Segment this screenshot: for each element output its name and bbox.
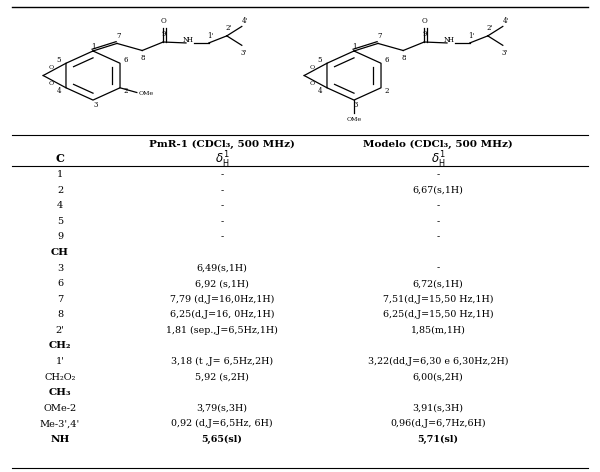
Text: 6: 6 <box>385 56 389 64</box>
Text: 6: 6 <box>57 279 63 288</box>
Text: 8: 8 <box>140 54 145 62</box>
Text: 2': 2' <box>226 24 232 32</box>
Text: 6,25(d,J=15,50 Hz,1H): 6,25(d,J=15,50 Hz,1H) <box>383 310 493 320</box>
Text: H: H <box>187 36 193 43</box>
Text: 9: 9 <box>57 232 63 242</box>
Text: 4': 4' <box>503 17 509 25</box>
Text: 1': 1' <box>468 32 474 40</box>
Text: 0,96(d,J=6,7Hz,6H): 0,96(d,J=6,7Hz,6H) <box>390 419 486 429</box>
Text: 2: 2 <box>57 185 63 195</box>
Text: -: - <box>436 170 440 179</box>
Text: H: H <box>448 36 454 43</box>
Text: 2: 2 <box>123 87 128 95</box>
Text: 3,79(s,3H): 3,79(s,3H) <box>197 404 248 413</box>
Text: 1': 1' <box>207 32 213 40</box>
Text: -: - <box>220 170 224 179</box>
Text: 6: 6 <box>123 56 128 64</box>
Text: 0,92 (d,J=6,5Hz, 6H): 0,92 (d,J=6,5Hz, 6H) <box>171 419 273 429</box>
Text: 2': 2' <box>56 326 65 335</box>
Text: 5,65(sl): 5,65(sl) <box>202 435 242 444</box>
Text: -: - <box>436 201 440 211</box>
Text: 6,00(s,2H): 6,00(s,2H) <box>413 372 463 382</box>
Text: CH₂O₂: CH₂O₂ <box>44 372 76 382</box>
Text: 8: 8 <box>57 310 63 320</box>
Text: -: - <box>220 232 224 242</box>
Text: 5,71(sl): 5,71(sl) <box>418 435 458 444</box>
Text: 3: 3 <box>353 101 358 109</box>
Text: CH: CH <box>51 248 69 257</box>
Text: -: - <box>436 217 440 226</box>
Text: O: O <box>310 66 315 70</box>
Text: CH₂: CH₂ <box>49 341 71 351</box>
Text: PmR-1 (CDCl₃, 500 MHz): PmR-1 (CDCl₃, 500 MHz) <box>149 139 295 149</box>
Text: 1: 1 <box>352 43 356 51</box>
Text: 1: 1 <box>91 43 95 51</box>
Text: 3': 3' <box>502 49 508 57</box>
Text: OMe: OMe <box>139 91 154 96</box>
Text: 3,91(s,3H): 3,91(s,3H) <box>413 404 464 413</box>
Text: -: - <box>220 217 224 226</box>
Text: 3: 3 <box>93 101 98 109</box>
Text: 7,51(d,J=15,50 Hz,1H): 7,51(d,J=15,50 Hz,1H) <box>383 295 493 304</box>
Text: CH₃: CH₃ <box>49 388 71 397</box>
Text: 6,72(s,1H): 6,72(s,1H) <box>413 279 463 288</box>
Text: 3,22(dd,J=6,30 e 6,30Hz,2H): 3,22(dd,J=6,30 e 6,30Hz,2H) <box>368 357 508 366</box>
Text: 3': 3' <box>241 49 247 57</box>
Text: 3: 3 <box>57 263 63 273</box>
Text: NH: NH <box>50 435 70 444</box>
Text: 6,49(s,1H): 6,49(s,1H) <box>197 263 247 273</box>
Text: N: N <box>444 36 450 43</box>
Text: $\delta^1_{\rm H}$: $\delta^1_{\rm H}$ <box>215 150 229 170</box>
Text: O: O <box>310 81 315 85</box>
Text: 3,18 (t ,J= 6,5Hz,2H): 3,18 (t ,J= 6,5Hz,2H) <box>171 357 273 366</box>
Text: 1,85(m,1H): 1,85(m,1H) <box>410 326 466 335</box>
Text: 7: 7 <box>57 295 63 304</box>
Text: O: O <box>49 81 54 85</box>
Text: -: - <box>220 201 224 211</box>
Text: 5,92 (s,2H): 5,92 (s,2H) <box>195 372 249 382</box>
Text: 7: 7 <box>116 32 121 40</box>
Text: C: C <box>56 152 64 164</box>
Text: Modelo (CDCl₃, 500 MHz): Modelo (CDCl₃, 500 MHz) <box>363 139 513 149</box>
Text: $\delta^1_{\rm H}$: $\delta^1_{\rm H}$ <box>431 150 445 170</box>
Text: OMe-2: OMe-2 <box>43 404 77 413</box>
Text: 9: 9 <box>161 30 166 38</box>
Text: 4: 4 <box>57 201 63 211</box>
Text: 5: 5 <box>56 56 61 64</box>
Text: 6,25(d,J=16, 0Hz,1H): 6,25(d,J=16, 0Hz,1H) <box>170 310 274 320</box>
Text: 7: 7 <box>377 32 382 40</box>
Text: 6,67(s,1H): 6,67(s,1H) <box>413 185 463 195</box>
Text: 4': 4' <box>242 17 248 25</box>
Text: 1: 1 <box>57 170 63 179</box>
Text: 5: 5 <box>317 56 322 64</box>
Text: 9: 9 <box>422 30 427 38</box>
Text: 4: 4 <box>56 87 61 95</box>
Text: N: N <box>183 36 189 43</box>
Text: 2': 2' <box>487 24 493 32</box>
Text: O: O <box>160 17 166 25</box>
Text: O: O <box>49 66 54 70</box>
Text: 8: 8 <box>401 54 406 62</box>
Text: O: O <box>421 17 427 25</box>
Text: Me-3',4': Me-3',4' <box>40 419 80 429</box>
Text: 4: 4 <box>317 87 322 95</box>
Text: 1': 1' <box>56 357 65 366</box>
Text: -: - <box>220 185 224 195</box>
Text: 1,81 (sep.,J=6,5Hz,1H): 1,81 (sep.,J=6,5Hz,1H) <box>166 326 278 335</box>
Text: 5: 5 <box>57 217 63 226</box>
Text: 2: 2 <box>385 87 389 95</box>
Text: 7,79 (d,J=16,0Hz,1H): 7,79 (d,J=16,0Hz,1H) <box>170 295 274 304</box>
Text: -: - <box>436 232 440 242</box>
Text: -: - <box>436 263 440 273</box>
Text: 6,92 (s,1H): 6,92 (s,1H) <box>195 279 249 288</box>
Text: OMe: OMe <box>346 117 362 122</box>
